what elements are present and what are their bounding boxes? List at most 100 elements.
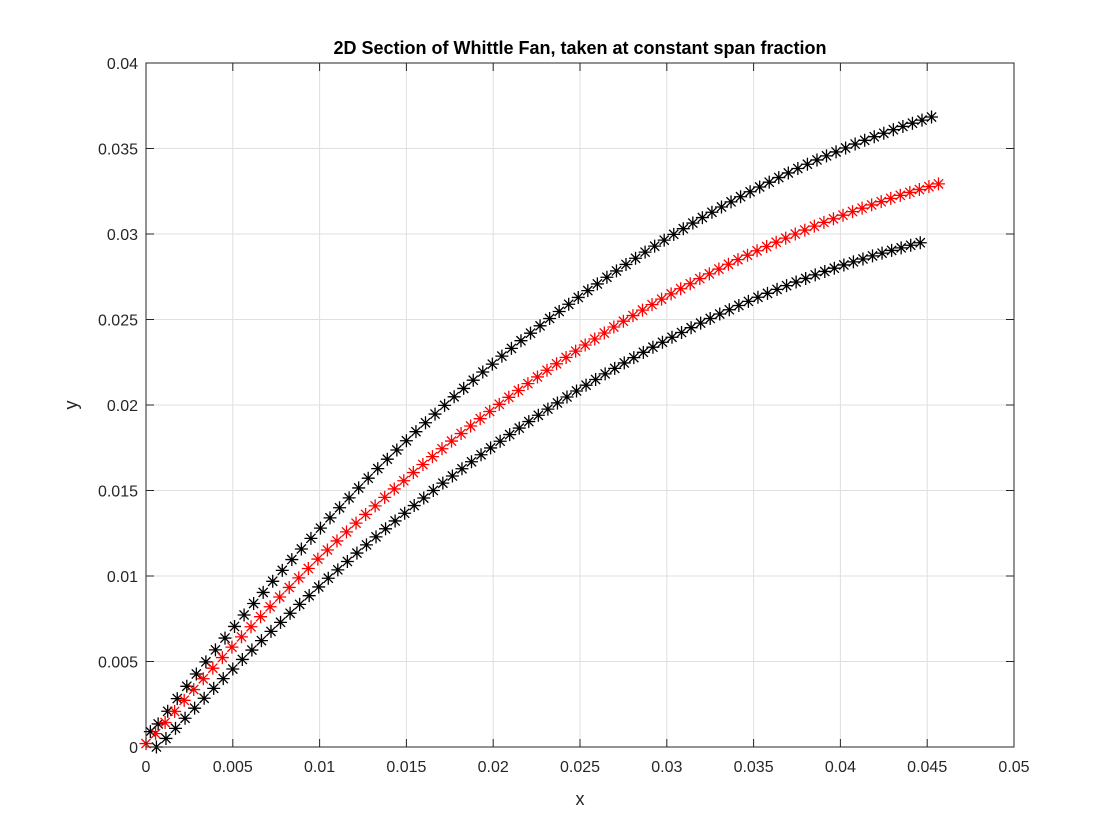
data-point-star	[799, 271, 813, 285]
data-point-star	[340, 554, 354, 568]
data-point-star	[543, 311, 557, 325]
data-point-star	[858, 133, 872, 147]
data-point-star	[826, 212, 840, 226]
data-point-star	[320, 543, 334, 557]
data-point-star	[684, 321, 698, 335]
data-point-star	[588, 332, 602, 346]
data-point-star	[215, 651, 229, 665]
chart-title: 2D Section of Whittle Fan, taken at cons…	[333, 38, 826, 58]
data-point-star	[836, 208, 850, 222]
data-point-star	[789, 275, 803, 289]
data-point-star	[609, 264, 623, 278]
data-point-star	[874, 195, 888, 209]
data-point-star	[425, 450, 439, 464]
data-point-star	[189, 667, 203, 681]
data-point-star	[274, 615, 288, 629]
data-point-star	[218, 631, 232, 645]
data-point-star	[151, 717, 165, 731]
data-point-star	[772, 171, 786, 185]
data-point-star	[169, 721, 183, 735]
x-tick-label: 0.02	[478, 759, 509, 776]
data-point-star	[781, 166, 795, 180]
data-point-star	[254, 610, 268, 624]
data-point-star	[457, 381, 471, 395]
data-point-star	[722, 303, 736, 317]
data-point-star	[676, 222, 690, 236]
data-point-star	[683, 277, 697, 291]
data-point-star	[293, 597, 307, 611]
data-point-star	[770, 282, 784, 296]
data-point-star	[245, 643, 259, 657]
data-point-star	[559, 350, 573, 364]
data-point-star	[597, 326, 611, 340]
data-point-star	[282, 580, 296, 594]
data-point-star	[655, 292, 669, 306]
data-point-star	[371, 462, 385, 476]
data-point-star	[667, 227, 681, 241]
data-point-star	[810, 153, 824, 167]
data-point-star	[665, 330, 679, 344]
data-point-star	[925, 110, 939, 124]
data-point-star	[657, 233, 671, 247]
data-point-star	[285, 553, 299, 567]
data-point-star	[495, 349, 509, 363]
data-point-star	[732, 298, 746, 312]
data-point-star	[702, 267, 716, 281]
data-point-star	[399, 434, 413, 448]
data-point-star	[368, 499, 382, 513]
data-point-star	[237, 608, 251, 622]
y-tick-label: 0.02	[107, 398, 138, 415]
data-point-star	[313, 521, 327, 535]
data-point-star	[264, 624, 278, 638]
data-point-star	[616, 314, 630, 328]
data-point-star	[762, 175, 776, 189]
data-point-star	[817, 215, 831, 229]
data-point-star	[484, 441, 498, 455]
data-point-star	[837, 258, 851, 272]
data-point-star	[856, 252, 870, 266]
data-point-star	[638, 245, 652, 259]
data-point-star	[149, 727, 163, 741]
data-point-star	[225, 640, 239, 654]
data-point-star	[635, 303, 649, 317]
data-point-star	[791, 162, 805, 176]
data-point-star	[581, 284, 595, 298]
data-point-star	[161, 704, 175, 718]
data-point-star	[208, 643, 222, 657]
data-point-star	[388, 514, 402, 528]
data-point-star	[352, 481, 366, 495]
series-1	[149, 236, 927, 754]
data-point-star	[571, 290, 585, 304]
data-point-star	[436, 476, 450, 490]
data-point-star	[751, 290, 765, 304]
data-point-star	[359, 538, 373, 552]
data-point-star	[808, 268, 822, 282]
data-point-star	[312, 580, 326, 594]
data-point-star	[743, 185, 757, 199]
data-point-star	[714, 200, 728, 214]
data-point-star	[905, 116, 919, 130]
x-tick-label: 0.01	[304, 759, 335, 776]
data-point-star	[846, 205, 860, 219]
x-tick-label: 0	[142, 759, 151, 776]
data-point-star	[550, 396, 564, 410]
data-point-star	[143, 725, 157, 739]
data-point-star	[894, 241, 908, 255]
data-point-star	[168, 704, 182, 718]
data-point-star	[829, 145, 843, 159]
data-point-star	[206, 661, 220, 675]
data-point-star	[846, 255, 860, 269]
data-point-star	[655, 335, 669, 349]
data-point-star	[485, 357, 499, 371]
data-point-star	[187, 683, 201, 697]
data-point-star	[369, 530, 383, 544]
data-point-star	[848, 137, 862, 151]
data-point-star	[788, 227, 802, 241]
data-point-star	[409, 425, 423, 439]
data-point-star	[321, 571, 335, 585]
data-point-star	[254, 634, 268, 648]
data-point-star	[884, 191, 898, 205]
data-point-star	[524, 326, 538, 340]
data-point-star	[263, 600, 277, 614]
x-tick-label: 0.005	[213, 759, 253, 776]
